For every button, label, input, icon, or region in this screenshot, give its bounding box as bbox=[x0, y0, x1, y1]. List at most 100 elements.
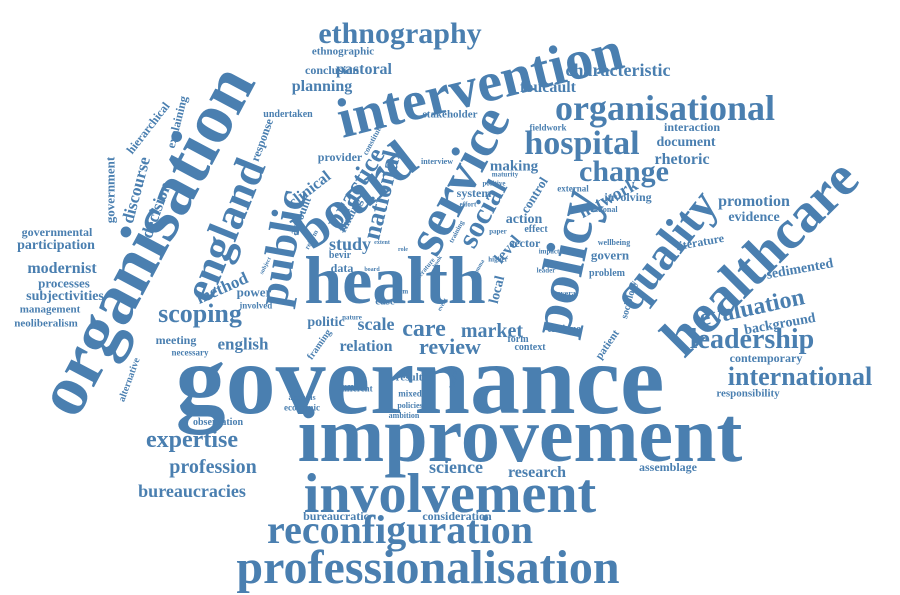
word: wellbeing bbox=[597, 238, 631, 247]
word: processes bbox=[38, 275, 90, 291]
word: involving bbox=[604, 190, 652, 204]
word: leader bbox=[536, 266, 556, 275]
word: sector bbox=[509, 236, 541, 250]
word: international bbox=[727, 362, 873, 391]
word: promotion bbox=[718, 193, 790, 210]
word: pastoral bbox=[336, 61, 392, 78]
word: study bbox=[328, 234, 372, 254]
word: politic bbox=[307, 315, 345, 330]
word: professionalisation bbox=[236, 541, 620, 594]
word: undertaken bbox=[263, 109, 313, 120]
word: science bbox=[429, 457, 483, 477]
word: ambition bbox=[388, 411, 420, 420]
word: result bbox=[395, 371, 423, 384]
word: organisational bbox=[554, 88, 776, 128]
word: several bbox=[554, 289, 578, 298]
word: document bbox=[656, 135, 716, 150]
word: context bbox=[514, 342, 546, 353]
word: change bbox=[579, 155, 669, 188]
word: english bbox=[217, 334, 269, 354]
word: effort bbox=[459, 200, 477, 209]
word: board bbox=[364, 267, 380, 273]
word: neoliberalism bbox=[14, 317, 78, 330]
word: hospital bbox=[524, 125, 640, 162]
word: local bbox=[486, 274, 509, 306]
word: interaction bbox=[664, 120, 720, 134]
word: participation bbox=[17, 238, 95, 253]
word: governance bbox=[175, 324, 665, 435]
word: govern bbox=[590, 247, 630, 263]
word: subjectivities bbox=[26, 289, 104, 304]
word: interview bbox=[421, 157, 453, 166]
word: management bbox=[19, 303, 81, 316]
word: scale bbox=[357, 314, 395, 334]
word: maturity bbox=[491, 170, 519, 179]
word: profession bbox=[169, 456, 257, 478]
word: research bbox=[507, 464, 567, 481]
word: making bbox=[489, 158, 539, 175]
word: term bbox=[393, 287, 409, 296]
word: planning bbox=[291, 78, 353, 95]
word: market bbox=[460, 320, 524, 342]
word: economic bbox=[284, 402, 320, 413]
word: data bbox=[330, 261, 354, 275]
word: higher bbox=[488, 255, 508, 264]
word: action bbox=[505, 212, 543, 227]
word: involvement bbox=[303, 463, 597, 525]
word: bureaucratic bbox=[303, 509, 369, 523]
word: health bbox=[304, 242, 486, 318]
word: necessary bbox=[171, 347, 209, 358]
word: reconfiguration bbox=[267, 507, 533, 552]
word: responsibility bbox=[716, 387, 780, 400]
word: ethnographic bbox=[311, 45, 375, 58]
word: policies bbox=[397, 401, 423, 410]
word: power bbox=[236, 284, 272, 300]
word: rhetoric bbox=[654, 151, 710, 168]
word: government bbox=[102, 156, 118, 224]
word: mixed bbox=[398, 388, 422, 399]
word: stakeholder bbox=[422, 108, 478, 121]
word: ethnography bbox=[318, 17, 482, 50]
word: provider bbox=[317, 150, 363, 164]
word: relation bbox=[339, 338, 393, 355]
word: foucault bbox=[520, 79, 576, 96]
word: extent bbox=[374, 240, 390, 246]
word: scoping bbox=[158, 299, 242, 328]
word: paper bbox=[489, 227, 507, 236]
word: contemporary bbox=[729, 351, 803, 365]
word: problem bbox=[589, 268, 625, 279]
word: external bbox=[557, 183, 589, 194]
word: assemblage bbox=[639, 460, 697, 474]
word: bureaucracies bbox=[138, 481, 246, 501]
word: case bbox=[375, 295, 395, 308]
word: involved bbox=[239, 300, 273, 311]
word: evidence bbox=[728, 210, 780, 225]
word: modernist bbox=[27, 260, 97, 277]
word: form bbox=[507, 334, 529, 345]
word: consideration bbox=[422, 509, 492, 523]
word: characteristic bbox=[565, 60, 671, 80]
word: role bbox=[398, 247, 408, 253]
word: nature bbox=[342, 313, 362, 322]
word: critique bbox=[547, 324, 581, 335]
word: governmental bbox=[21, 225, 93, 239]
word: review bbox=[419, 334, 481, 359]
word: improvement bbox=[297, 391, 743, 478]
word: effect bbox=[524, 224, 548, 235]
word: leadership bbox=[689, 324, 815, 355]
word: response bbox=[247, 116, 277, 164]
word: analysis bbox=[288, 393, 316, 402]
word: fieldwork bbox=[529, 122, 567, 133]
word: expertise bbox=[146, 427, 238, 453]
word: rational bbox=[590, 205, 618, 214]
word: system bbox=[456, 186, 492, 200]
word: observation bbox=[193, 417, 243, 428]
word: impact bbox=[538, 247, 560, 256]
word: positive bbox=[482, 179, 506, 188]
word: conclusion bbox=[304, 63, 360, 77]
word: meeting bbox=[155, 333, 197, 347]
word: bevir bbox=[328, 250, 352, 261]
word: care bbox=[402, 316, 446, 342]
word: different bbox=[339, 383, 373, 394]
